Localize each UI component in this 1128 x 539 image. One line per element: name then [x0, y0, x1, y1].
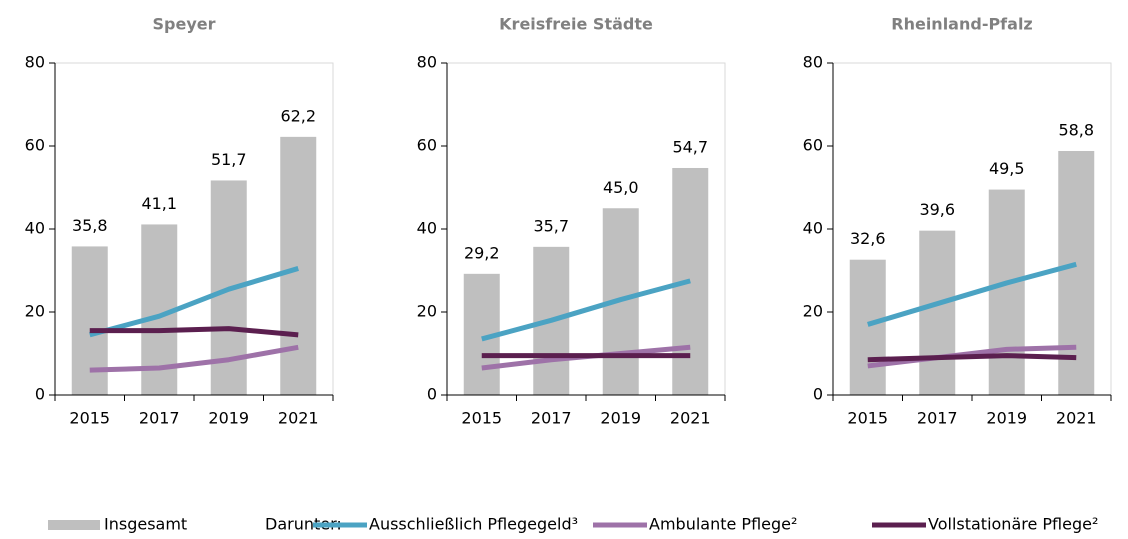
legend-label: Ausschließlich Pflegegeld³ [369, 515, 578, 534]
value-label: 54,7 [672, 137, 708, 156]
legend-label: Ambulante Pflege² [649, 515, 797, 534]
line-series [89, 344, 299, 373]
y-tick-label: 40 [803, 219, 823, 238]
line-series [481, 278, 691, 342]
x-tick-label: 2019 [600, 409, 641, 428]
y-tick-label: 0 [427, 385, 437, 404]
line-series [867, 344, 1077, 369]
y-tick-label: 80 [25, 53, 45, 72]
x-tick-label: 2017 [139, 409, 180, 428]
value-label: 35,8 [72, 216, 108, 235]
x-tick-label: 2021 [1056, 409, 1097, 428]
x-tick-label: 2019 [208, 409, 249, 428]
x-tick-label: 2017 [531, 409, 572, 428]
value-label: 49,5 [989, 159, 1025, 178]
y-tick-label: 0 [813, 385, 823, 404]
value-label: 35,7 [533, 216, 569, 235]
y-tick-label: 60 [25, 136, 45, 155]
value-label: 58,8 [1058, 120, 1094, 139]
line-series [867, 261, 1077, 327]
bar [988, 189, 1025, 395]
line-series [867, 353, 1077, 363]
bar [1058, 150, 1095, 395]
legend-swatch [48, 520, 100, 530]
value-label: 45,0 [603, 178, 639, 197]
bar [849, 259, 886, 395]
x-tick-label: 2019 [986, 409, 1027, 428]
legend-label: Vollstationäre Pflege² [928, 515, 1098, 534]
value-label: 29,2 [464, 243, 500, 262]
chart-title: Speyer [153, 15, 216, 34]
legend-label: Insgesamt [104, 515, 187, 534]
value-label: 41,1 [141, 194, 177, 213]
value-label: 39,6 [919, 200, 955, 219]
value-label: 32,6 [850, 229, 886, 248]
chart-title: Rheinland-Pfalz [891, 15, 1032, 34]
bar [280, 136, 317, 395]
y-tick-label: 20 [25, 302, 45, 321]
x-tick-label: 2015 [69, 409, 110, 428]
y-tick-label: 60 [803, 136, 823, 155]
line-series [89, 326, 299, 338]
y-tick-label: 60 [417, 136, 437, 155]
y-tick-label: 80 [417, 53, 437, 72]
value-label: 62,2 [280, 106, 316, 125]
y-tick-label: 40 [417, 219, 437, 238]
y-tick-label: 80 [803, 53, 823, 72]
x-tick-label: 2021 [670, 409, 711, 428]
bar [71, 246, 108, 395]
x-tick-label: 2021 [278, 409, 319, 428]
y-tick-label: 20 [803, 302, 823, 321]
x-tick-label: 2017 [917, 409, 958, 428]
x-tick-label: 2015 [461, 409, 502, 428]
line-series [89, 266, 299, 338]
bar [919, 230, 956, 395]
chart-title: Kreisfreie Städte [499, 15, 653, 34]
y-tick-label: 20 [417, 302, 437, 321]
legend-prefix: Darunter: [265, 515, 342, 534]
value-label: 51,7 [211, 150, 247, 169]
y-tick-label: 40 [25, 219, 45, 238]
y-tick-label: 0 [35, 385, 45, 404]
x-tick-label: 2015 [847, 409, 888, 428]
